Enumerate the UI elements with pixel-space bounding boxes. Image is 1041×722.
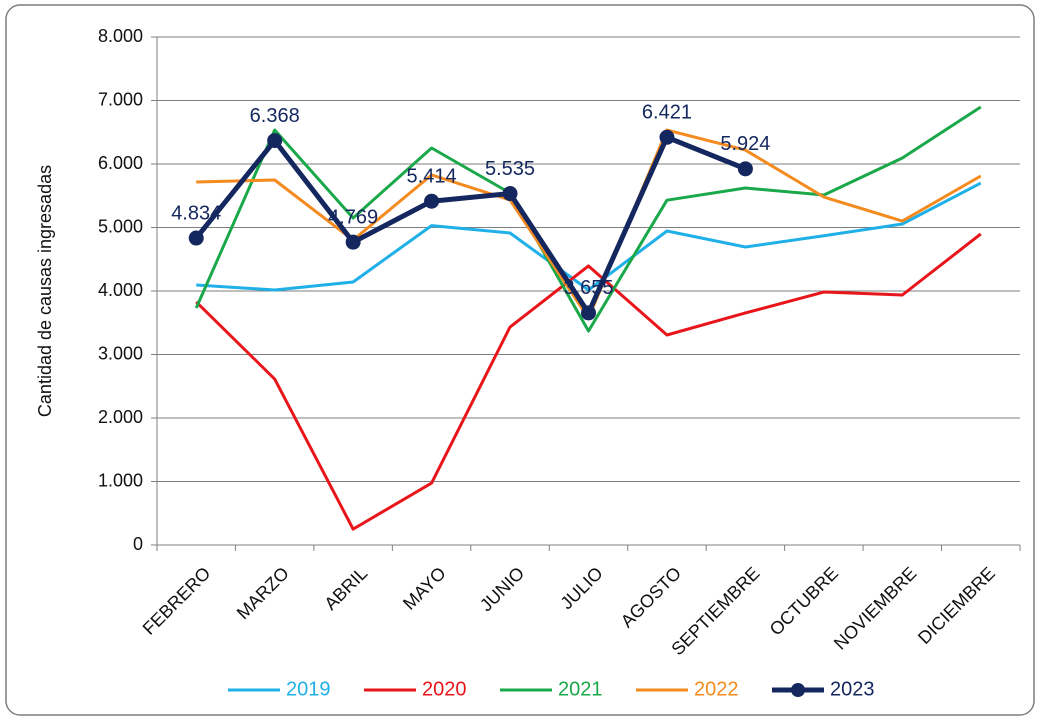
y-tick-label: 4.000: [98, 280, 143, 300]
data-label: 5.535: [485, 158, 535, 180]
y-tick-label: 3.000: [98, 343, 143, 363]
point-marker: [659, 129, 675, 145]
y-tick-label: 7.000: [98, 89, 143, 109]
series-line: [195, 232, 982, 531]
y-tick-label: 1.000: [98, 470, 143, 490]
y-axis-label: Cantidad de causas ingresadas: [35, 165, 55, 417]
series-line: [194, 134, 747, 316]
chart-frame: [5, 4, 1035, 716]
point-marker: [581, 305, 596, 321]
y-tick-label: 6.000: [98, 153, 143, 173]
point-marker: [502, 186, 518, 202]
legend-label: 2020: [422, 678, 467, 700]
y-tick-label: 2.000: [98, 407, 143, 427]
data-label: 6.421: [642, 102, 692, 124]
data-label: 3.655: [563, 277, 613, 299]
series-line: [194, 105, 982, 333]
legend-label: 2021: [558, 678, 603, 700]
point-marker: [345, 234, 361, 250]
data-label: 5.414: [407, 165, 457, 187]
legend-label: 2019: [286, 678, 331, 700]
data-label: 4.834: [171, 202, 221, 224]
data-label: 6.368: [250, 105, 300, 127]
y-tick-label: 5.000: [98, 216, 143, 236]
y-tick-label: 8.000: [98, 26, 143, 46]
point-marker: [737, 161, 753, 177]
legend-marker: [791, 683, 805, 697]
legend-label: 2022: [694, 678, 739, 700]
series-line: [196, 181, 982, 292]
data-label: 4.769: [328, 206, 378, 228]
data-label: 5.924: [720, 133, 770, 155]
legend-label: 2023: [830, 678, 875, 700]
point-marker: [424, 193, 440, 209]
point-marker: [188, 230, 204, 246]
y-tick-label: 0: [133, 534, 143, 554]
point-marker: [267, 133, 283, 149]
